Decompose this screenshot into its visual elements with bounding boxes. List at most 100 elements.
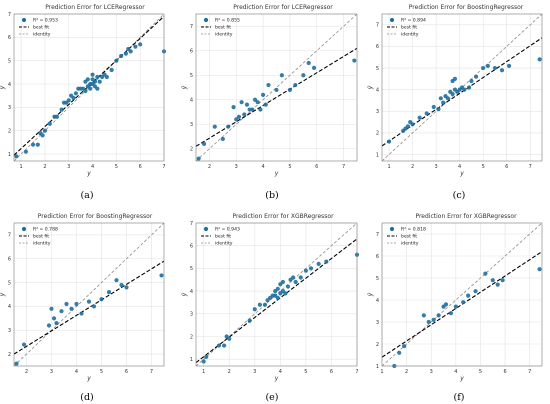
chart-panel-2: 2 3 4 5 6 7 2 3 4 5 6 7 Prediction Error for LCERegr… [181,4,358,177]
y-tick-label: 4 [8,82,11,88]
subfigure-label: (c) [453,190,466,201]
data-point [257,302,262,307]
data-point [445,96,450,101]
y-tick-label: 2 [190,147,193,153]
x-tick-label: 6 [505,164,508,170]
data-point [279,73,284,78]
x-tick-label: 6 [503,369,506,375]
data-point [258,107,263,112]
data-point [308,266,314,271]
data-point [83,88,88,94]
x-tick-label: 5 [115,164,118,170]
legend-marker-points [203,17,209,23]
y-tick-label: 3 [190,312,193,318]
data-point [138,42,143,47]
legend-r2: R² = 0.953 [33,18,58,24]
data-point [85,77,90,82]
data-point [114,278,119,283]
data-point [402,344,407,349]
subfigure-label: (f) [454,392,465,403]
data-point [242,112,247,117]
x-axis-label: y [459,170,464,177]
legend-best-fit: best fit [33,234,49,240]
x-axis-label: y [274,170,279,177]
x-tick-label: 4 [261,164,264,170]
data-point [109,67,114,73]
y-tick-label: 6 [376,254,379,260]
data-point [421,313,426,318]
data-point [495,282,500,287]
y-axis-label: ŷ [0,292,6,297]
data-point [293,279,298,285]
y-axis-label: ŷ [181,85,188,90]
data-point [216,343,222,348]
data-point [490,278,495,283]
chart-panel-1: 1 2 3 4 5 6 7 1 2 3 4 5 6 7 Prediction Error for LCERe… [0,4,167,177]
data-point [30,142,36,147]
chart-panel-6: 1 2 3 4 5 6 7 1 2 3 4 5 6 7 Prediction Error for XGBRe… [367,213,543,382]
legend-r2: R² = 0.818 [401,227,426,233]
data-point [252,307,257,312]
data-point [466,293,471,298]
y-tick-label: 4 [376,87,379,93]
x-tick-label: 4 [75,369,78,375]
best-fit-line [196,238,357,364]
data-point [196,156,201,161]
data-point [97,79,102,84]
legend-identity: identity [215,241,233,247]
data-point [222,343,227,348]
data-point [159,273,164,278]
data-point [227,336,232,341]
x-tick-label: 4 [454,369,457,375]
data-point [90,72,95,77]
x-tick-label: 7 [150,369,153,375]
x-tick-label: 2 [228,369,231,375]
data-point [485,63,490,68]
legend-marker-points [389,17,395,23]
data-point [324,259,329,264]
data-point [397,350,402,355]
x-tick-label: 2 [25,369,28,375]
data-point [14,154,19,159]
data-point [417,115,422,120]
y-tick-label: 7 [8,233,11,239]
data-point [114,58,119,63]
data-point [303,268,308,273]
data-point [453,304,458,309]
data-point [492,65,498,71]
data-point [506,63,512,68]
data-point [438,96,443,101]
legend-r2: R² = 0.788 [33,227,58,233]
chart-title: Prediction Error for BoostingRegressor [38,213,153,220]
data-point [306,60,311,66]
data-point [255,100,260,105]
y-tick-label: 4 [8,304,11,310]
plot-frame [13,13,165,162]
y-tick-label: 1 [376,152,379,158]
x-tick-label: 5 [479,369,482,375]
identity-line [14,14,164,161]
data-point [283,291,288,296]
data-point [79,311,84,316]
data-point [42,128,48,133]
data-point [226,124,231,129]
y-tick-label: 6 [376,44,379,50]
x-axis-label: y [86,170,91,177]
data-point [49,306,54,311]
y-tick-label: 7 [376,23,379,29]
data-point [474,74,479,79]
data-point [40,133,45,138]
data-point [481,65,486,71]
x-tick-label: 7 [162,164,165,170]
data-point [452,76,458,81]
data-point [204,354,209,360]
legend-identity: identity [401,241,419,247]
data-point [450,91,455,97]
y-tick-label: 2 [376,342,379,348]
y-tick-label: 5 [8,58,11,64]
data-point [426,319,431,325]
data-point [537,57,542,62]
data-point [469,78,474,84]
